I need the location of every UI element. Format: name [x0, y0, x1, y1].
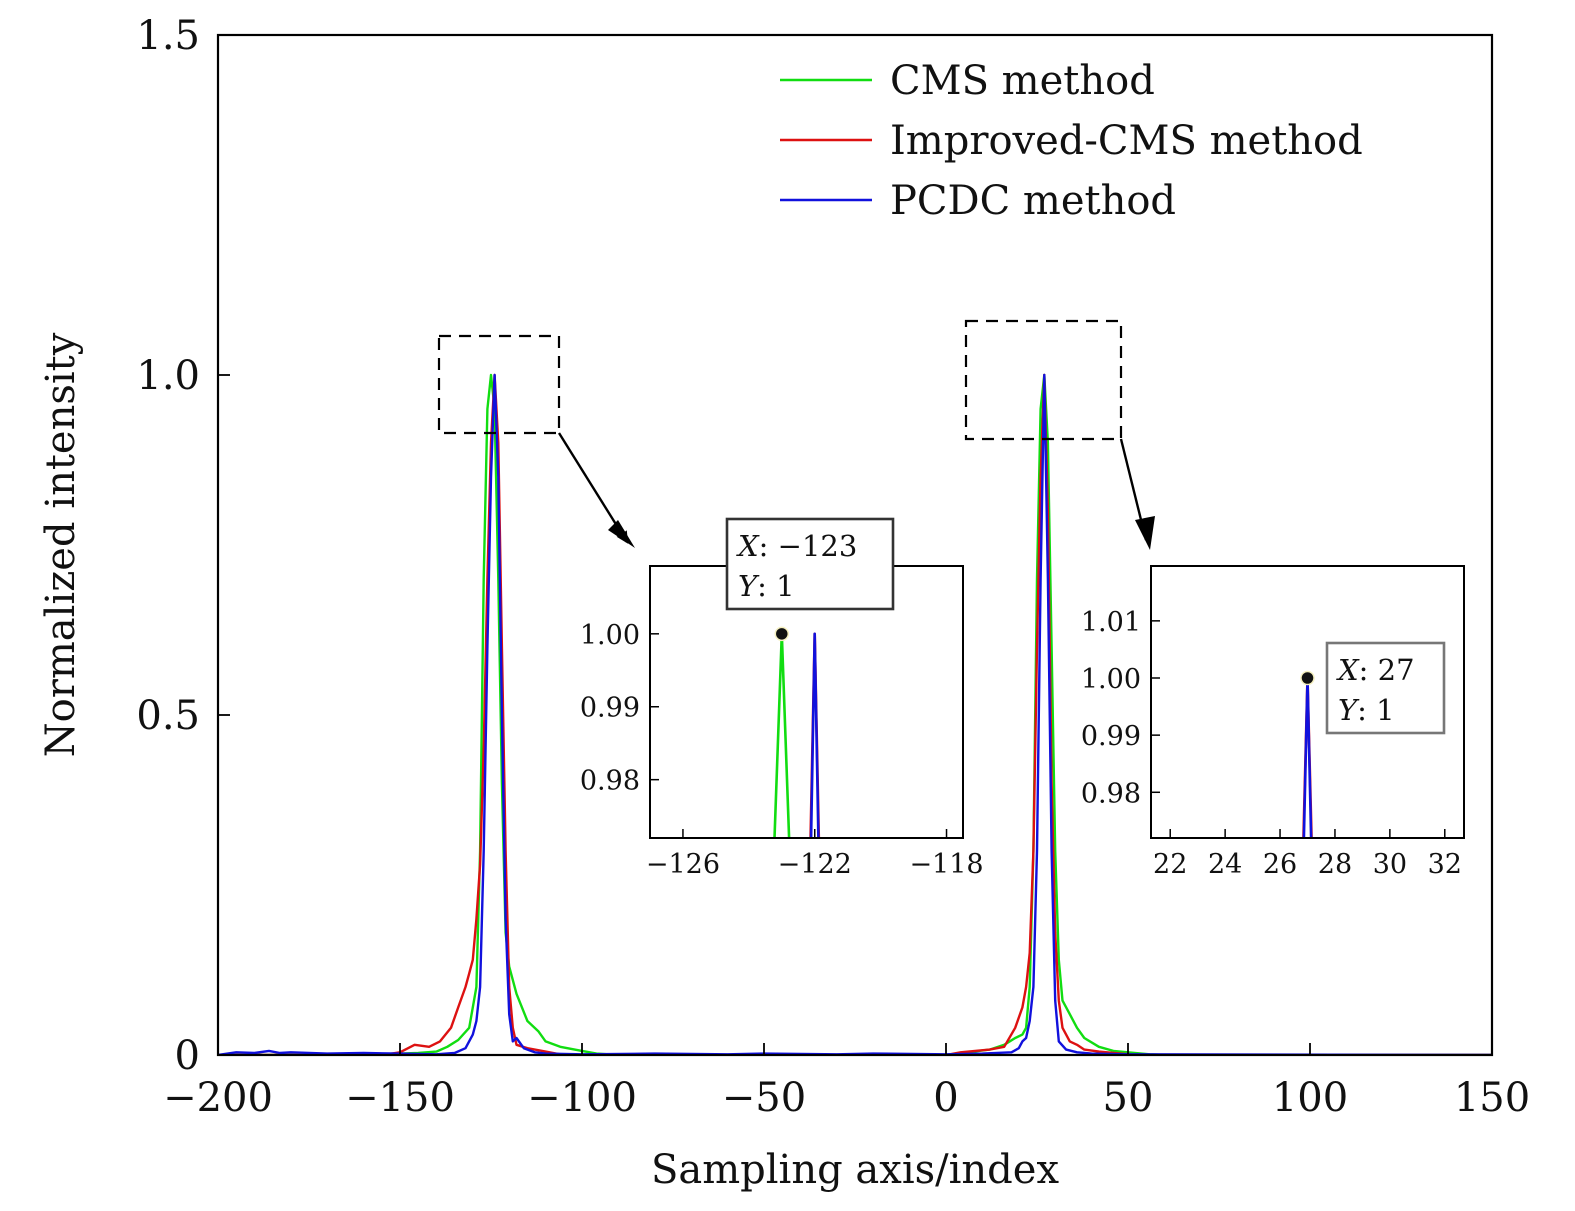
- inset-peak-2: [809, 632, 820, 838]
- tooltip-colon: :: [757, 569, 776, 603]
- inset-x-tick-label: 24: [1208, 849, 1242, 880]
- tooltip-y-label: Y: [1338, 693, 1360, 727]
- tooltip-x-line: X: 27: [1336, 653, 1415, 687]
- x-tick-label: −150: [345, 1075, 455, 1121]
- tooltip-y-value: 1: [776, 569, 794, 603]
- tooltip-y-line: Y: 1: [738, 569, 795, 603]
- legend-label-1: Improved-CMS method: [890, 118, 1363, 164]
- y-tick-label: 1.0: [136, 353, 200, 399]
- legend-label-2: PCDC method: [890, 178, 1176, 224]
- x-tick-label: −50: [722, 1075, 806, 1121]
- zoom-box-left: [437, 334, 561, 435]
- inset-y-tick-label: 0.99: [580, 693, 640, 724]
- inset-right: 22 24 26 28 30 32 0.98 0.99 1.00 1.01 X: 27 Y: 1: [1081, 565, 1465, 880]
- tooltip-y-value: 1: [1376, 693, 1394, 727]
- inset-frame: [1150, 565, 1465, 839]
- inset-x-tick-label: 28: [1318, 849, 1352, 880]
- inset-background: [650, 566, 963, 838]
- tooltip-y-line: Y: 1: [1338, 693, 1395, 727]
- inset-x-tick-label: 22: [1153, 849, 1187, 880]
- highlight-marker: [1300, 670, 1315, 686]
- y-axis-title: Normalized intensity: [38, 332, 84, 757]
- main-plot: −200 −150 −100 −50 0 50 100 150 0 0.5 1.0 1.5 Sampli…: [38, 13, 1530, 1193]
- tooltip-x-label: X: [736, 529, 760, 563]
- inset-y-tick-label: 1.00: [1081, 664, 1141, 695]
- zoom-annotations: [437, 319, 1155, 550]
- inset-x-tick-label: 30: [1373, 849, 1407, 880]
- y-tick-label: 1.5: [136, 13, 200, 59]
- legend: CMS method Improved-CMS method PCDC method: [780, 58, 1363, 224]
- inset-y-tick-label: 0.99: [1081, 721, 1141, 752]
- y-tick-label: 0.5: [136, 693, 200, 739]
- inset-x-tick-label: 26: [1263, 849, 1297, 880]
- zoom-arrowhead-left: [608, 520, 635, 548]
- tooltip-colon: :: [759, 529, 778, 563]
- inset-y-tick-label: 0.98: [1081, 778, 1141, 809]
- y-tick-label: 0: [175, 1033, 200, 1079]
- x-tick-label: −100: [527, 1075, 637, 1121]
- x-axis-title: Sampling axis/index: [651, 1147, 1059, 1193]
- tooltip-colon: :: [1357, 693, 1376, 727]
- tooltip-colon: :: [1359, 653, 1378, 687]
- highlight-marker: [774, 626, 790, 642]
- x-tick-label: 150: [1454, 1075, 1530, 1121]
- tooltip-y-label: Y: [738, 569, 760, 603]
- inset-left: −126 −122 −118 0.98 0.99 1.00 X: −123 Y: 1: [580, 517, 984, 880]
- tooltip-x-value: 27: [1378, 653, 1415, 687]
- inset-y-tick-label: 1.01: [1081, 607, 1141, 638]
- plot-frame: [216, 33, 1494, 1057]
- zoom-box-right: [964, 319, 1123, 441]
- tooltip-box: [1325, 641, 1446, 735]
- inset-y-tick-label: 1.00: [580, 620, 640, 651]
- x-tick-label: −200: [163, 1075, 273, 1121]
- x-tick-label: 100: [1272, 1075, 1348, 1121]
- legend-label-0: CMS method: [890, 58, 1155, 104]
- inset-x-tick-label: −122: [778, 849, 852, 880]
- inset-x-tick-label: 32: [1428, 849, 1462, 880]
- tooltip-x-label: X: [1336, 653, 1360, 687]
- tooltip-x-value: −123: [778, 529, 858, 563]
- x-tick-label: 0: [933, 1075, 958, 1121]
- tooltip-x-line: X: −123: [736, 529, 857, 563]
- inset-y-tick-label: 0.98: [580, 766, 640, 797]
- tooltip-box: [725, 517, 895, 611]
- inset-x-tick-label: −118: [909, 849, 983, 880]
- inset-x-tick-label: −126: [646, 849, 720, 880]
- series-line-1: [218, 373, 1492, 1055]
- x-tick-label: 50: [1103, 1075, 1154, 1121]
- zoom-arrowhead-right: [1135, 516, 1155, 550]
